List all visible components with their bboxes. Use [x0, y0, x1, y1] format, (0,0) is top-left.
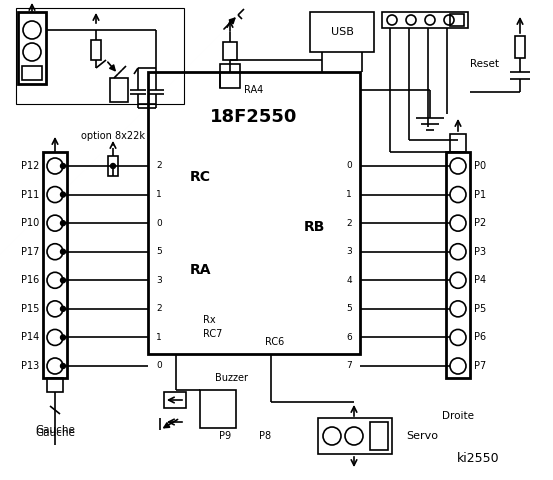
- Text: P13: P13: [21, 361, 39, 371]
- Circle shape: [111, 164, 116, 168]
- Bar: [18, 12, 46, 84]
- Bar: [22, 66, 42, 80]
- Bar: [108, 156, 118, 176]
- Text: P3: P3: [474, 247, 486, 257]
- Text: Droite: Droite: [442, 411, 474, 421]
- Text: P1: P1: [474, 190, 486, 200]
- Text: USB: USB: [331, 27, 353, 37]
- Text: Buzzer: Buzzer: [216, 373, 248, 383]
- Bar: [382, 12, 468, 28]
- Text: P16: P16: [21, 276, 39, 285]
- Text: Rx: Rx: [203, 315, 216, 325]
- Text: 0: 0: [156, 361, 161, 371]
- Circle shape: [60, 335, 65, 340]
- Bar: [318, 418, 392, 454]
- Text: 3: 3: [346, 247, 352, 256]
- Circle shape: [60, 192, 65, 197]
- Text: RC6: RC6: [264, 337, 284, 347]
- Text: P0: P0: [474, 161, 486, 171]
- Bar: [43, 152, 67, 378]
- Bar: [164, 392, 186, 408]
- Text: 2: 2: [156, 304, 161, 313]
- Text: Servo: Servo: [406, 431, 438, 441]
- Bar: [220, 64, 240, 88]
- Circle shape: [60, 164, 65, 168]
- Bar: [450, 134, 466, 152]
- Text: P9: P9: [219, 431, 231, 441]
- Text: 2: 2: [346, 219, 352, 228]
- Text: 0: 0: [346, 161, 352, 170]
- Text: ki2550: ki2550: [457, 452, 499, 465]
- Text: 18F2550: 18F2550: [210, 108, 298, 126]
- Text: 1: 1: [156, 190, 161, 199]
- Text: 0: 0: [156, 219, 161, 228]
- Text: P8: P8: [259, 431, 271, 441]
- Text: Reset: Reset: [470, 59, 499, 69]
- Text: 5: 5: [156, 247, 161, 256]
- Text: P11: P11: [21, 190, 39, 200]
- Bar: [446, 152, 470, 378]
- Text: RC7: RC7: [203, 329, 222, 339]
- Text: 4: 4: [346, 276, 352, 285]
- Text: Gauche: Gauche: [35, 425, 75, 435]
- Text: RB: RB: [304, 220, 325, 234]
- Bar: [16, 8, 184, 104]
- Bar: [91, 40, 101, 60]
- Bar: [200, 390, 236, 428]
- Text: option 8x22k: option 8x22k: [81, 131, 145, 141]
- Text: P12: P12: [20, 161, 39, 171]
- Circle shape: [60, 306, 65, 312]
- Text: 5: 5: [346, 304, 352, 313]
- Bar: [450, 14, 464, 26]
- Text: P6: P6: [474, 333, 486, 342]
- Circle shape: [60, 278, 65, 283]
- Text: 6: 6: [346, 333, 352, 342]
- Text: P5: P5: [474, 304, 486, 314]
- Circle shape: [60, 249, 65, 254]
- Circle shape: [60, 363, 65, 369]
- Text: P10: P10: [21, 218, 39, 228]
- Bar: [47, 378, 63, 392]
- Text: RA: RA: [190, 263, 211, 277]
- Text: 1: 1: [346, 190, 352, 199]
- Text: Gauche: Gauche: [35, 428, 75, 438]
- Bar: [223, 42, 237, 60]
- Text: P4: P4: [474, 276, 486, 285]
- Bar: [310, 12, 374, 52]
- Text: P2: P2: [474, 218, 486, 228]
- Text: RA4: RA4: [244, 85, 264, 95]
- Text: 7: 7: [346, 361, 352, 371]
- Text: P14: P14: [21, 333, 39, 342]
- Text: P7: P7: [474, 361, 486, 371]
- Text: RC: RC: [190, 170, 211, 184]
- Bar: [515, 36, 525, 58]
- Text: 1: 1: [156, 333, 161, 342]
- Text: 3: 3: [156, 276, 161, 285]
- Bar: [110, 78, 128, 102]
- Text: 2: 2: [156, 161, 161, 170]
- Text: P15: P15: [20, 304, 39, 314]
- Text: P17: P17: [20, 247, 39, 257]
- Circle shape: [60, 221, 65, 226]
- Bar: [148, 72, 360, 354]
- Bar: [370, 422, 388, 450]
